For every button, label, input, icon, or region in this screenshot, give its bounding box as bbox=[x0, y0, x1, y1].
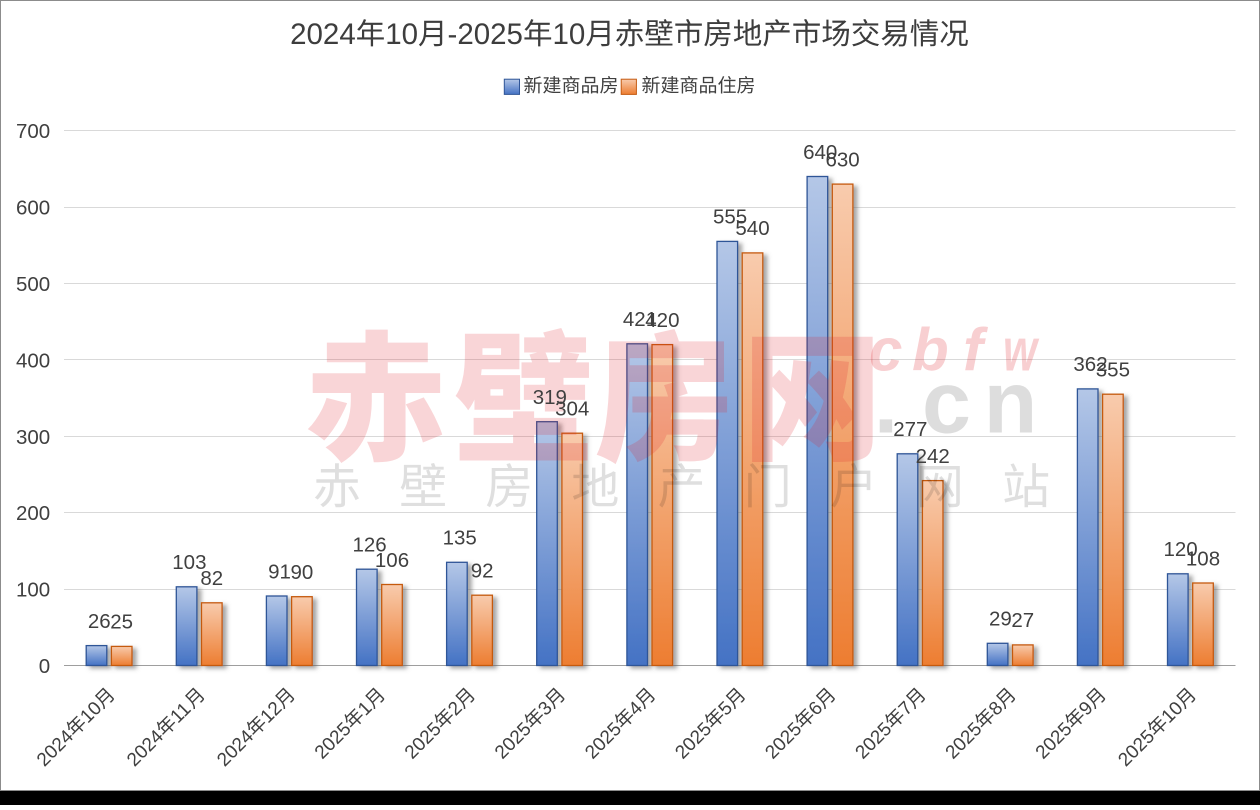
svg-text:555: 555 bbox=[713, 206, 747, 229]
svg-text:92: 92 bbox=[471, 560, 494, 583]
svg-text:82: 82 bbox=[200, 567, 223, 590]
svg-text:90: 90 bbox=[290, 561, 313, 584]
svg-text:421: 421 bbox=[623, 308, 657, 331]
svg-text:700: 700 bbox=[16, 120, 50, 143]
svg-text:10: 10 bbox=[553, 18, 586, 51]
svg-text:26: 26 bbox=[88, 610, 111, 633]
svg-text:126: 126 bbox=[352, 534, 386, 557]
svg-text:362: 362 bbox=[1073, 353, 1107, 376]
svg-text:277: 277 bbox=[893, 418, 927, 441]
svg-text:106: 106 bbox=[375, 549, 409, 572]
svg-text:304: 304 bbox=[555, 398, 589, 421]
svg-text:91: 91 bbox=[268, 560, 291, 583]
svg-text:600: 600 bbox=[16, 197, 50, 220]
svg-text:25: 25 bbox=[110, 611, 133, 634]
svg-text:319: 319 bbox=[533, 386, 567, 409]
svg-text:120: 120 bbox=[1163, 538, 1197, 561]
svg-text:135: 135 bbox=[443, 527, 477, 550]
svg-text:540: 540 bbox=[735, 217, 769, 240]
svg-text:0: 0 bbox=[39, 655, 50, 678]
svg-text:.cn: .cn bbox=[874, 353, 1038, 452]
svg-text:100: 100 bbox=[16, 579, 50, 602]
svg-text:500: 500 bbox=[16, 273, 50, 296]
svg-text:355: 355 bbox=[1096, 359, 1130, 382]
svg-text:630: 630 bbox=[825, 148, 859, 171]
svg-text:-2025: -2025 bbox=[448, 18, 523, 51]
svg-text:400: 400 bbox=[16, 349, 50, 372]
svg-text:103: 103 bbox=[172, 551, 206, 574]
svg-text:27: 27 bbox=[1011, 609, 1034, 632]
svg-text:29: 29 bbox=[989, 608, 1012, 631]
svg-text:242: 242 bbox=[916, 445, 950, 468]
svg-text:640: 640 bbox=[803, 141, 837, 164]
svg-text:200: 200 bbox=[16, 502, 50, 525]
svg-text:2024: 2024 bbox=[290, 18, 356, 51]
svg-text:108: 108 bbox=[1186, 547, 1220, 570]
svg-text:10: 10 bbox=[385, 18, 418, 51]
svg-text:300: 300 bbox=[16, 426, 50, 449]
svg-text:420: 420 bbox=[645, 309, 679, 332]
